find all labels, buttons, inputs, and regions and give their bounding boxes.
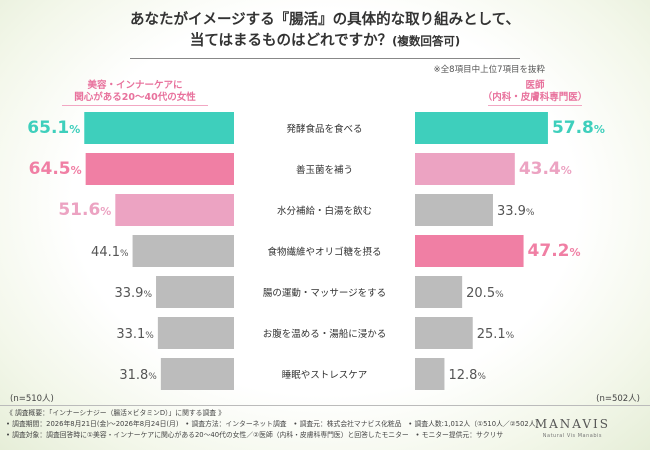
value-left-4: 33.9% (115, 286, 153, 301)
title-line-1: あなたがイメージする『腸活』の具体的な取り組みとして、 (129, 12, 521, 28)
category-label-1: 善玉菌を補う (296, 164, 353, 176)
value-right-1: 43.4% (519, 159, 572, 179)
category-label-5: お腹を温める・湯船に浸かる (263, 328, 387, 340)
bar-right-3 (415, 235, 524, 267)
value-left-3: 44.1% (91, 245, 129, 260)
value-right-2: 33.9% (497, 204, 535, 219)
bar-right-0 (415, 112, 548, 144)
category-label-0: 発酵食品を食べる (286, 123, 362, 135)
bar-left-3 (132, 235, 234, 267)
bar-left-1 (85, 153, 235, 185)
legend-left-underline (62, 105, 208, 106)
category-label-6: 睡眠やストレスケア (282, 369, 368, 381)
footer-line-3: • 調査対象：調査回答時に①美容・インナーケアに関心がある20〜40代の女性／②… (6, 431, 504, 439)
legend-left-line2: 関心がある20〜40代の女性 (74, 92, 196, 103)
value-right-6: 12.8% (448, 368, 486, 383)
legend-right-line2: （内科・皮膚科専門医） (482, 92, 588, 103)
n-label-right: (n=502人) (596, 394, 640, 404)
legend-right-group: 医師 （内科・皮膚科専門医） (480, 80, 590, 104)
bar-left-5 (157, 317, 234, 349)
survey-footer: 《 調査概要：「インナーシナジー（腸活×ビタミンD）」に関する調査 》 • 調査… (6, 408, 542, 441)
note-text: ※全8項目中上位7項目を抜粋 (433, 65, 545, 75)
title-line-2-sub: (複数回答可) (392, 34, 461, 48)
brand-tagline: Natural Vis Manabis (542, 433, 602, 439)
bar-right-1 (415, 153, 515, 185)
bar-right-6 (415, 358, 445, 390)
footer-divider (0, 405, 650, 406)
value-right-3: 47.2% (528, 241, 581, 261)
footer-line-2: • 調査期間：2026年8月21日(金)〜2026年8月24日(月) • 調査方… (6, 420, 543, 428)
legend-right-underline (488, 105, 582, 106)
title-line-2-main: 当てはまるものはどれですか？ (189, 33, 393, 49)
category-label-3: 食物繊維やオリゴ糖を摂る (267, 246, 381, 258)
chart-title: あなたがイメージする『腸活』の具体的な取り組みとして、 当てはまるものはどれです… (0, 10, 650, 52)
value-right-5: 25.1% (477, 327, 515, 342)
category-label-2: 水分補給・白湯を飲む (277, 205, 372, 217)
bar-right-4 (415, 276, 463, 308)
value-left-6: 31.8% (119, 368, 157, 383)
bar-left-2 (115, 194, 234, 226)
bar-right-2 (415, 194, 493, 226)
category-label-4: 腸の運動・マッサージをする (263, 288, 386, 299)
title-underline (130, 58, 520, 59)
bar-left-4 (156, 276, 234, 308)
bar-left-0 (84, 112, 235, 144)
brand-logo: MANAVIS (534, 417, 610, 431)
legend-left-line1: 美容・インナーケアに (87, 80, 183, 91)
value-left-0: 65.1% (27, 118, 80, 138)
bar-left-6 (160, 358, 234, 390)
value-left-1: 64.5% (29, 159, 82, 179)
title-line-2: 当てはまるものはどれですか？(複数回答可) (0, 31, 650, 52)
n-label-left: (n=510人) (10, 394, 54, 404)
legend-left-group: 美容・インナーケアに 関心がある20〜40代の女性 (55, 80, 215, 104)
value-right-4: 20.5% (466, 286, 504, 301)
value-left-2: 51.6% (58, 200, 111, 220)
value-right-0: 57.8% (552, 118, 605, 138)
legend-right-line1: 医師 (525, 80, 545, 91)
value-left-5: 33.1% (116, 327, 154, 342)
bar-right-5 (415, 317, 473, 349)
footer-line-1: 《 調査概要：「インナーシナジー（腸活×ビタミンD）」に関する調査 》 (6, 409, 226, 417)
